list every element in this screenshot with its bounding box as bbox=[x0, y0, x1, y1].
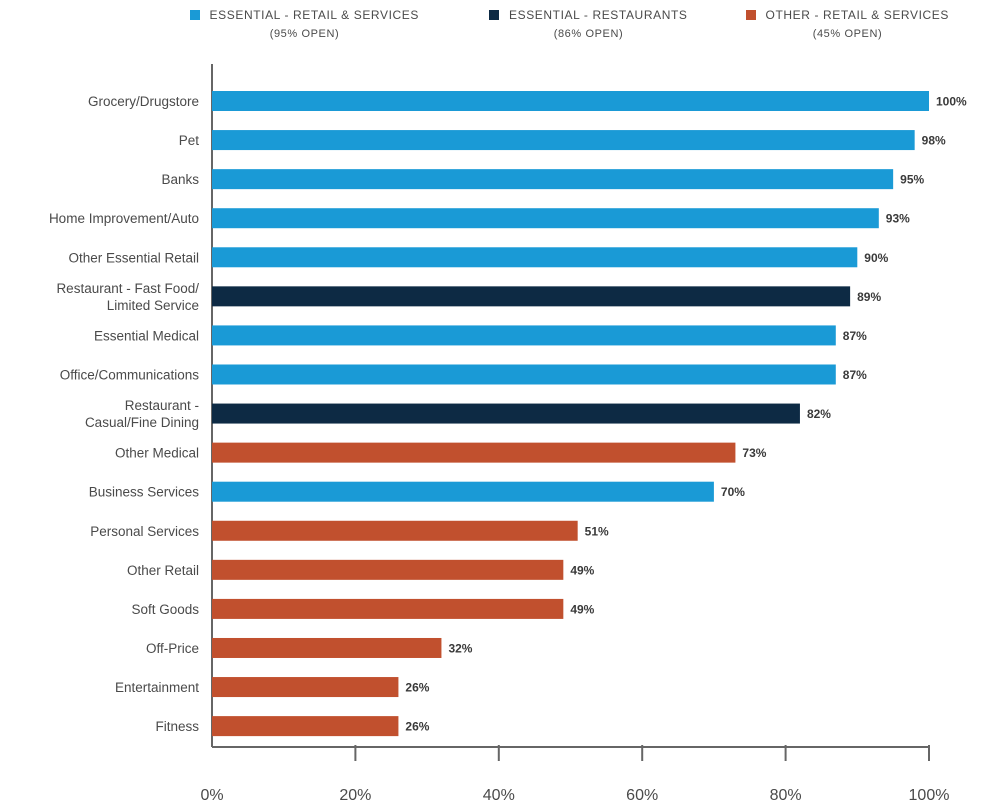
bar-6 bbox=[212, 325, 836, 346]
category-label-line: Casual/Fine Dining bbox=[85, 415, 199, 430]
bar-7 bbox=[212, 364, 836, 385]
bar-11 bbox=[212, 520, 578, 541]
bar-value-label-7: 87% bbox=[843, 368, 867, 382]
bar-15 bbox=[212, 677, 399, 698]
category-label-4: Other Essential Retail bbox=[68, 250, 199, 265]
chart-legend: ESSENTIAL - RETAIL & SERVICES (95% OPEN)… bbox=[0, 8, 987, 48]
category-label-13: Soft Goods bbox=[131, 602, 199, 617]
category-label-line: Office/Communications bbox=[60, 367, 200, 382]
category-label-line: Personal Services bbox=[90, 524, 199, 539]
legend-label-essential-retail: ESSENTIAL - RETAIL & SERVICES bbox=[209, 8, 419, 22]
bar-value-label-6: 87% bbox=[843, 329, 867, 343]
bar-value-label-0: 100% bbox=[936, 95, 967, 109]
bar-12 bbox=[212, 559, 564, 580]
category-label-14: Off-Price bbox=[146, 641, 199, 656]
bar-2 bbox=[212, 169, 894, 190]
bar-9 bbox=[212, 442, 736, 463]
legend-sub-essential-retail: (95% OPEN) bbox=[269, 28, 340, 40]
category-label-line: Limited Service bbox=[107, 298, 199, 313]
category-label-16: Fitness bbox=[155, 719, 199, 734]
category-label-line: Grocery/Drugstore bbox=[88, 94, 199, 109]
legend-item-essential-retail: ESSENTIAL - RETAIL & SERVICES (95% OPEN) bbox=[190, 8, 419, 40]
category-label-line: Restaurant - Fast Food/ bbox=[56, 281, 199, 296]
bar-value-label-9: 73% bbox=[742, 446, 766, 460]
category-label-line: Pet bbox=[179, 133, 200, 148]
bar-value-label-12: 49% bbox=[570, 563, 594, 577]
x-tick-label-2: 40% bbox=[483, 787, 515, 804]
legend-sub-other-retail: (45% OPEN) bbox=[812, 28, 883, 40]
bar-10 bbox=[212, 481, 714, 502]
category-label-12: Other Retail bbox=[127, 563, 199, 578]
legend-item-other-retail: OTHER - RETAIL & SERVICES (45% OPEN) bbox=[746, 8, 949, 40]
bar-value-label-5: 89% bbox=[857, 290, 881, 304]
bar-value-label-3: 93% bbox=[886, 212, 910, 226]
bar-value-label-2: 95% bbox=[900, 173, 924, 187]
bar-value-label-10: 70% bbox=[721, 485, 745, 499]
category-label-2: Banks bbox=[161, 172, 199, 187]
x-tick-label-0: 0% bbox=[200, 787, 223, 804]
bar-value-label-13: 49% bbox=[570, 602, 594, 616]
x-tick-label-1: 20% bbox=[339, 787, 371, 804]
category-label-10: Business Services bbox=[89, 485, 200, 500]
bar-value-label-15: 26% bbox=[405, 681, 429, 695]
x-tick-label-4: 80% bbox=[770, 787, 802, 804]
category-label-line: Business Services bbox=[89, 485, 200, 500]
category-label-line: Fitness bbox=[155, 719, 199, 734]
bar-8 bbox=[212, 403, 800, 424]
bar-5 bbox=[212, 286, 851, 307]
category-label-11: Personal Services bbox=[90, 524, 199, 539]
bar-value-label-8: 82% bbox=[807, 407, 831, 421]
category-label-6: Essential Medical bbox=[94, 328, 199, 343]
category-label-line: Other Medical bbox=[115, 446, 199, 461]
category-label-line: Banks bbox=[161, 172, 199, 187]
bar-13 bbox=[212, 598, 564, 619]
category-label-1: Pet bbox=[179, 133, 200, 148]
category-label-9: Other Medical bbox=[115, 446, 199, 461]
category-label-line: Off-Price bbox=[146, 641, 199, 656]
bar-4 bbox=[212, 247, 858, 268]
legend-item-essential-restaurants: ESSENTIAL - RESTAURANTS (86% OPEN) bbox=[489, 8, 688, 40]
category-label-line: Other Retail bbox=[127, 563, 199, 578]
bar-value-label-16: 26% bbox=[405, 720, 429, 734]
legend-sub-essential-restaurants: (86% OPEN) bbox=[553, 28, 624, 40]
category-label-line: Soft Goods bbox=[131, 602, 199, 617]
bar-16 bbox=[212, 716, 399, 737]
category-label-15: Entertainment bbox=[115, 680, 199, 695]
bar-0 bbox=[212, 91, 929, 111]
category-label-line: Restaurant - bbox=[125, 398, 199, 413]
bar-value-label-11: 51% bbox=[585, 524, 609, 538]
category-label-line: Entertainment bbox=[115, 680, 199, 695]
category-label-3: Home Improvement/Auto bbox=[49, 211, 199, 226]
legend-swatch-other-retail bbox=[746, 10, 756, 20]
legend-label-essential-restaurants: ESSENTIAL - RESTAURANTS bbox=[509, 8, 688, 22]
x-tick-label-5: 100% bbox=[909, 787, 950, 804]
category-label-7: Office/Communications bbox=[60, 367, 200, 382]
category-label-line: Essential Medical bbox=[94, 328, 199, 343]
legend-swatch-essential-retail bbox=[190, 10, 200, 20]
category-label-8: Restaurant - Casual/Fine Dining bbox=[85, 398, 199, 430]
category-label-line: Home Improvement/Auto bbox=[49, 211, 199, 226]
category-label-5: Restaurant - Fast Food/Limited Service bbox=[56, 281, 199, 313]
bar-14 bbox=[212, 637, 442, 658]
bar-value-label-4: 90% bbox=[864, 251, 888, 265]
legend-label-other-retail: OTHER - RETAIL & SERVICES bbox=[765, 8, 949, 22]
bar-1 bbox=[212, 130, 915, 151]
bar-value-label-14: 32% bbox=[448, 641, 472, 655]
x-tick-label-3: 60% bbox=[626, 787, 658, 804]
category-label-line: Other Essential Retail bbox=[68, 250, 199, 265]
legend-swatch-essential-restaurants bbox=[489, 10, 499, 20]
category-label-0: Grocery/Drugstore bbox=[88, 94, 199, 109]
bar-3 bbox=[212, 208, 879, 229]
bar-value-label-1: 98% bbox=[922, 134, 946, 148]
